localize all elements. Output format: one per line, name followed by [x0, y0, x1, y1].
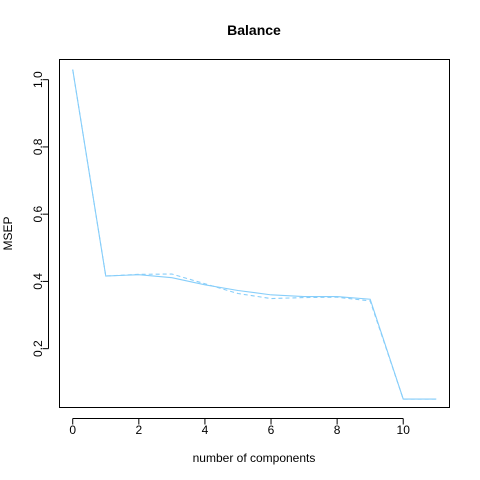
- x-tick-label: 10: [397, 423, 411, 437]
- y-tick-label: 1.0: [31, 71, 45, 88]
- y-tick-label: 0.8: [31, 138, 45, 155]
- x-tick-label: 4: [202, 423, 209, 437]
- plot-frame: [59, 59, 450, 408]
- x-tick-label: 2: [135, 423, 142, 437]
- x-tick-label: 8: [334, 423, 341, 437]
- y-tick-label: 0.2: [31, 340, 45, 357]
- x-tick-label: 6: [268, 423, 275, 437]
- x-axis-label: number of components: [193, 451, 316, 465]
- y-tick-label: 0.6: [31, 206, 45, 223]
- series-line-dashed: [72, 69, 437, 400]
- y-axis-label: MSEP: [1, 216, 15, 250]
- x-tick-label: 0: [69, 423, 76, 437]
- x-axis: 0 2 4 6 8 10: [69, 418, 411, 437]
- series-layer: [72, 69, 437, 400]
- y-axis: 0.2 0.4 0.6 0.8 1.0: [31, 71, 49, 357]
- y-tick-label: 0.4: [31, 273, 45, 290]
- chart-title: Balance: [227, 22, 281, 38]
